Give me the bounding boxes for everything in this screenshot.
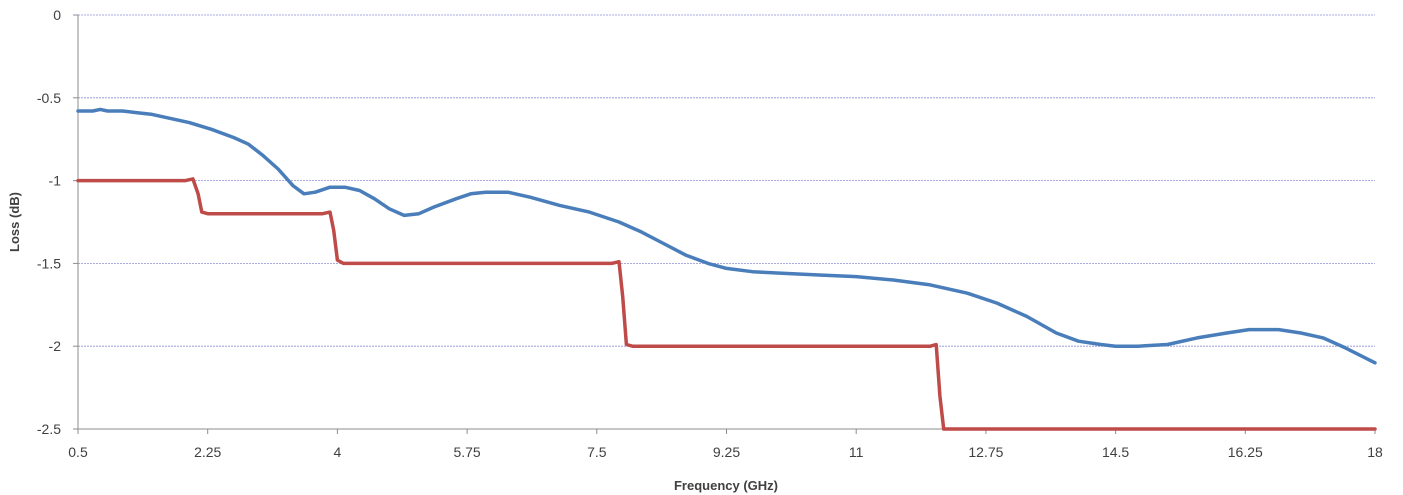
series-line-2 <box>76 177 1377 431</box>
y-tick-label: -2 <box>49 338 62 354</box>
x-tick-label: 11 <box>849 444 864 460</box>
y-tick-label: -1.5 <box>37 255 61 271</box>
axes <box>77 15 1375 430</box>
y-axis-title: Loss (dB) <box>7 192 22 252</box>
x-tick-label: 7.5 <box>587 444 607 460</box>
x-tick-label: 0.5 <box>68 444 88 460</box>
x-tick-label: 16.25 <box>1228 444 1263 460</box>
x-tick-label: 4 <box>334 444 342 460</box>
y-tick-label: -1 <box>49 173 62 189</box>
x-tick-label: 9.25 <box>713 444 740 460</box>
x-tick-label: 5.75 <box>453 444 480 460</box>
x-tick-label: 2.25 <box>194 444 221 460</box>
y-tick-label: -0.5 <box>37 90 61 106</box>
y-tick-labels: 0 -0.5 -1 -1.5 -2 -2.5 <box>37 7 61 437</box>
x-tick-label: 12.75 <box>968 444 1003 460</box>
series-line-1 <box>76 107 1377 365</box>
x-axis-title: Frequency (GHz) <box>674 478 778 493</box>
gridlines <box>73 14 1375 430</box>
x-tick-label: 14.5 <box>1102 444 1129 460</box>
y-tick-label: 0 <box>53 7 61 23</box>
x-tick-labels: 0.5 2.25 4 5.75 7.5 9.25 11 12.75 14.5 16.25 18 <box>68 429 1383 460</box>
y-tick-label: -2.5 <box>37 421 61 437</box>
series-lines <box>76 107 1377 431</box>
x-tick-label: 18 <box>1367 444 1383 460</box>
